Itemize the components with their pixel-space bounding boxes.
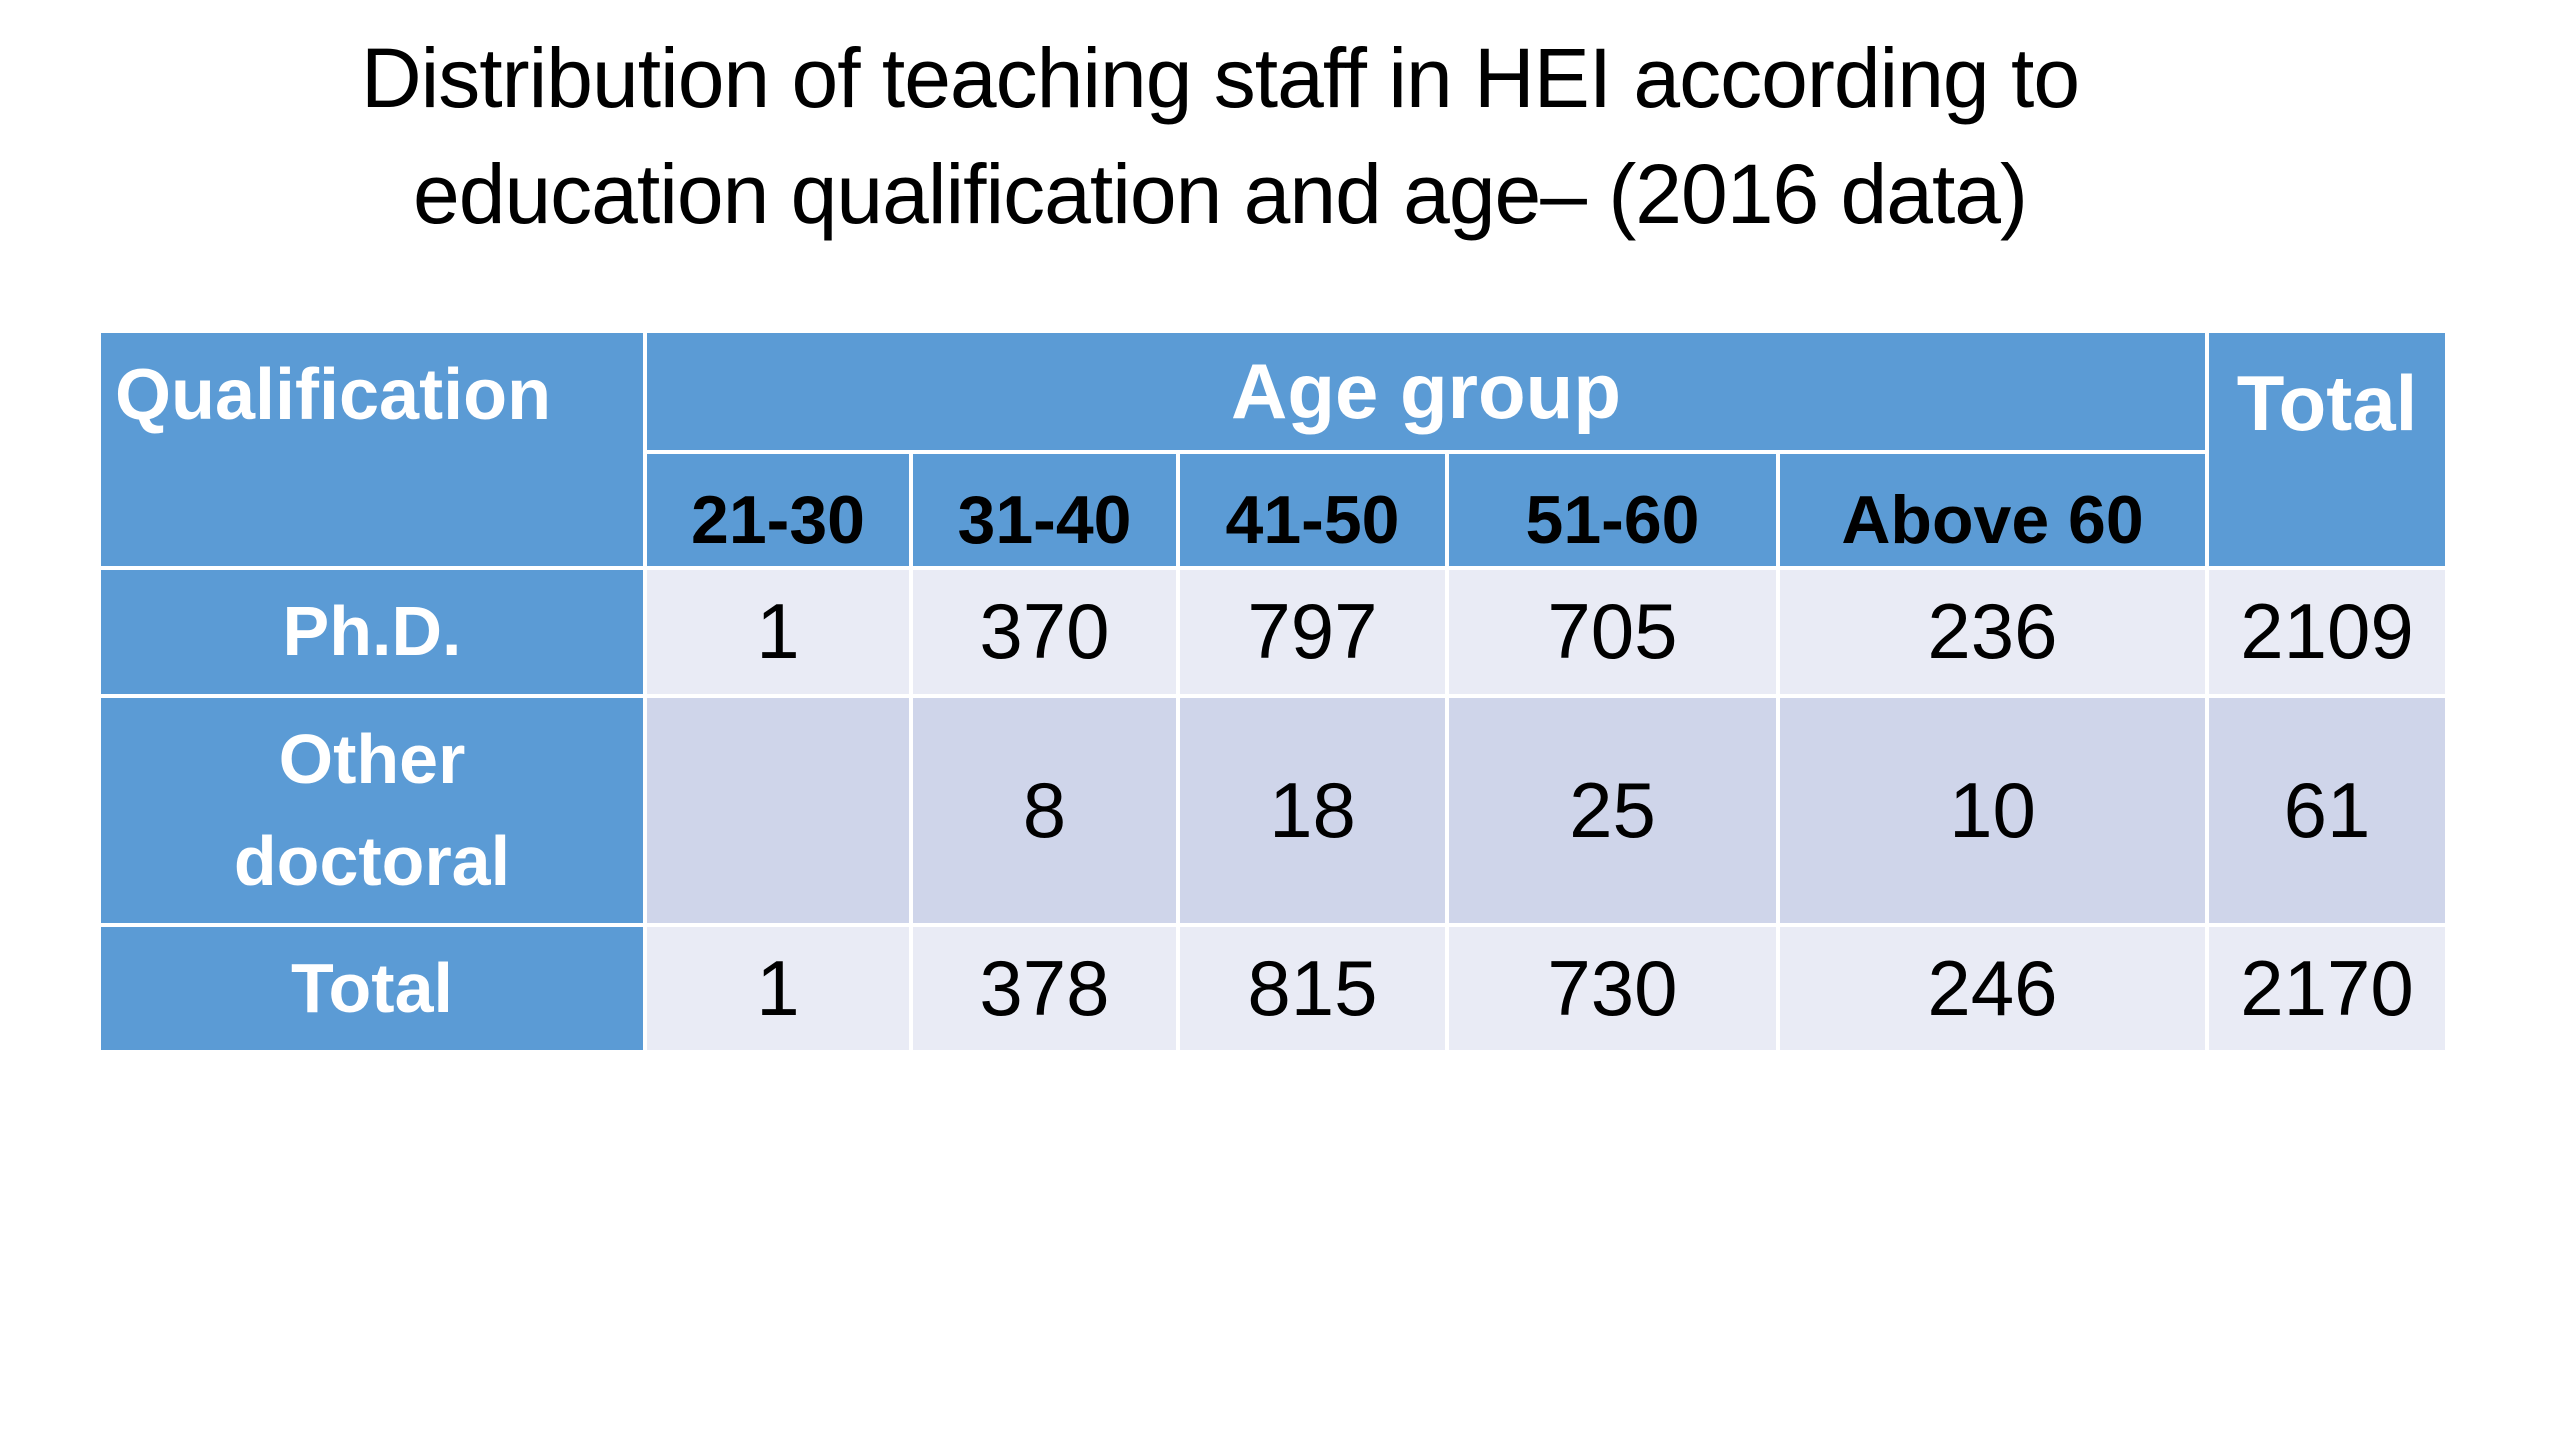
value-cell: 25 bbox=[1449, 698, 1776, 923]
value-cell: 10 bbox=[1780, 698, 2205, 923]
value-cell bbox=[647, 698, 909, 923]
row-label: Total bbox=[101, 927, 643, 1050]
value-cell: 1 bbox=[647, 927, 909, 1050]
header-age-column: 51-60 bbox=[1449, 454, 1776, 566]
total-cell: 2109 bbox=[2209, 570, 2445, 694]
header-age-column: 21-30 bbox=[647, 454, 909, 566]
row-label: Ph.D. bbox=[101, 570, 643, 694]
title-line: education qualification and age– (2016 d… bbox=[413, 147, 2028, 241]
header-qualification: Qualification bbox=[101, 333, 643, 566]
value-cell: 8 bbox=[913, 698, 1176, 923]
header-age-column: 41-50 bbox=[1180, 454, 1445, 566]
value-cell: 797 bbox=[1180, 570, 1445, 694]
value-cell: 378 bbox=[913, 927, 1176, 1050]
value-cell: 18 bbox=[1180, 698, 1445, 923]
total-cell: 61 bbox=[2209, 698, 2445, 923]
value-cell: 815 bbox=[1180, 927, 1445, 1050]
value-cell: 705 bbox=[1449, 570, 1776, 694]
value-cell: 730 bbox=[1449, 927, 1776, 1050]
row-label: Other doctoral bbox=[101, 698, 643, 923]
header-total: Total bbox=[2209, 333, 2445, 566]
value-cell: 236 bbox=[1780, 570, 2205, 694]
total-cell: 2170 bbox=[2209, 927, 2445, 1050]
value-cell: 246 bbox=[1780, 927, 2205, 1050]
value-cell: 1 bbox=[647, 570, 909, 694]
header-age-group: Age group bbox=[647, 333, 2205, 450]
header-age-column: 31-40 bbox=[913, 454, 1176, 566]
header-age-column: Above 60 bbox=[1780, 454, 2205, 566]
value-cell: 370 bbox=[913, 570, 1176, 694]
title-line: Distribution of teaching staff in HEI ac… bbox=[360, 31, 2080, 125]
